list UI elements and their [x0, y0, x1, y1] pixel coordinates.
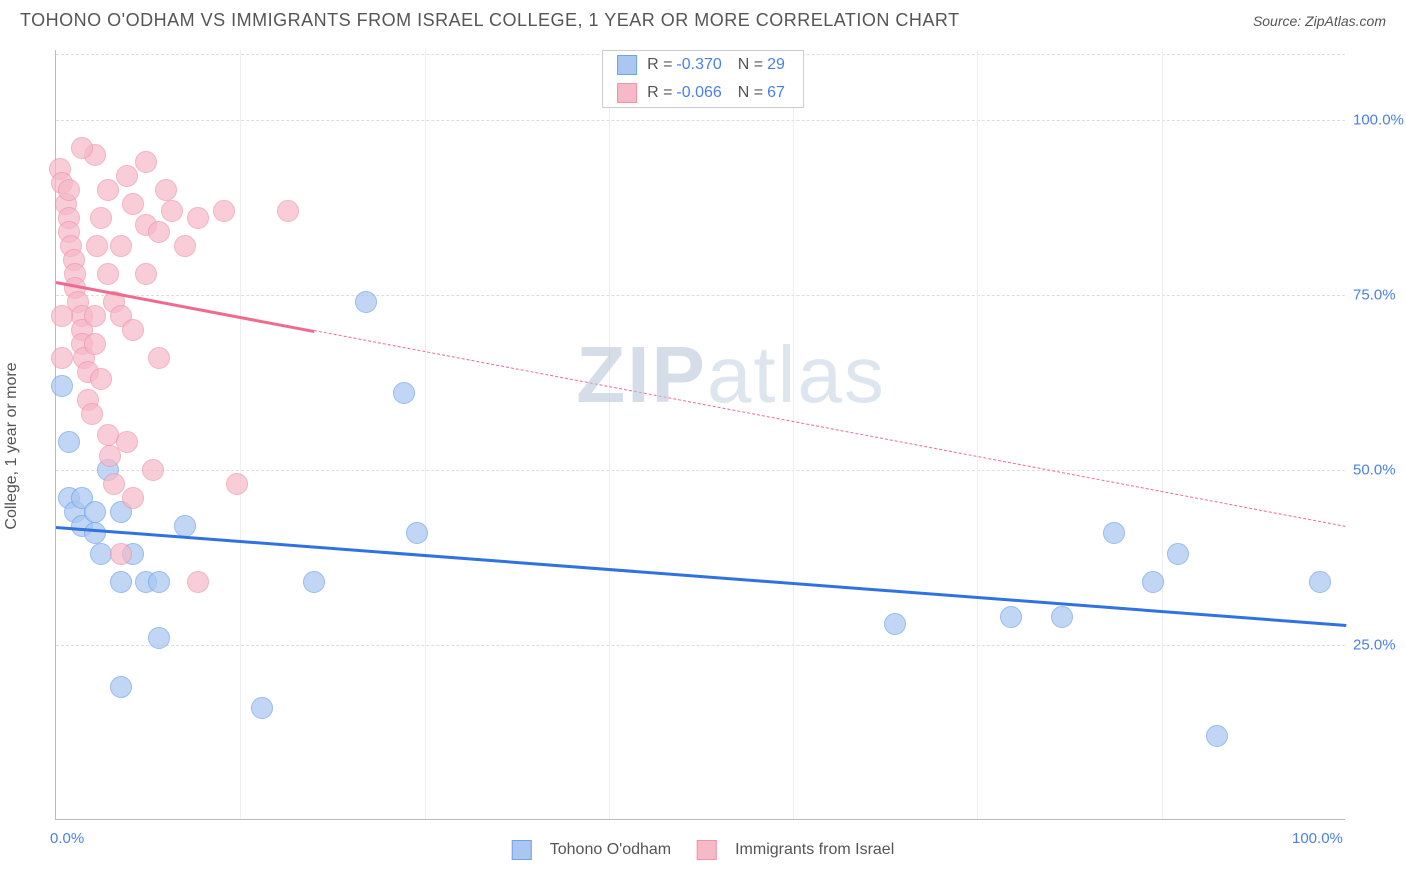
header: TOHONO O'ODHAM VS IMMIGRANTS FROM ISRAEL… [0, 0, 1406, 31]
scatter-point [161, 200, 183, 222]
chart-plot-area: 25.0%50.0%75.0%100.0%0.0%100.0% [55, 50, 1345, 820]
scatter-point [51, 347, 73, 369]
scatter-point [90, 207, 112, 229]
chart-title: TOHONO O'ODHAM VS IMMIGRANTS FROM ISRAEL… [20, 10, 960, 31]
scatter-point [116, 165, 138, 187]
scatter-point [84, 522, 106, 544]
legend-item: Immigrants from Israel [697, 840, 894, 860]
scatter-point [406, 522, 428, 544]
gridline-horizontal [56, 120, 1345, 121]
scatter-point [110, 235, 132, 257]
legend-item: Tohono O'odham [512, 840, 671, 860]
scatter-point [97, 263, 119, 285]
scatter-point [226, 473, 248, 495]
scatter-point [355, 291, 377, 313]
legend-swatch [512, 840, 532, 860]
x-tick-label: 0.0% [50, 830, 84, 847]
scatter-point [213, 200, 235, 222]
gridline-horizontal [56, 470, 1345, 471]
scatter-point [110, 676, 132, 698]
legend-series-label: Tohono O'odham [550, 841, 671, 859]
scatter-point [277, 200, 299, 222]
scatter-point [135, 151, 157, 173]
scatter-point [110, 571, 132, 593]
y-tick-label: 75.0% [1353, 287, 1403, 304]
scatter-point [122, 487, 144, 509]
scatter-point [142, 459, 164, 481]
scatter-point [122, 319, 144, 341]
legend-series-label: Immigrants from Israel [735, 841, 894, 859]
y-tick-label: 25.0% [1353, 637, 1403, 654]
scatter-point [116, 431, 138, 453]
gridline-horizontal [56, 295, 1345, 296]
scatter-point [1309, 571, 1331, 593]
source-text: Source: ZipAtlas.com [1253, 13, 1386, 29]
scatter-point [1167, 543, 1189, 565]
scatter-point [135, 263, 157, 285]
scatter-point [103, 473, 125, 495]
scatter-point [148, 627, 170, 649]
y-axis-label: College, 1 year or more [3, 362, 21, 529]
gridline-vertical [425, 50, 426, 819]
trend-line [314, 330, 1346, 527]
legend-n-label: N = [738, 56, 763, 74]
legend-r-label: R = [647, 56, 672, 74]
scatter-point [1142, 571, 1164, 593]
gridline-vertical [609, 50, 610, 819]
legend-correlation: R =-0.370 N =29 R =-0.066 N =67 [602, 50, 804, 108]
scatter-point [84, 501, 106, 523]
scatter-point [303, 571, 325, 593]
legend-swatch [617, 83, 637, 103]
scatter-point [187, 207, 209, 229]
scatter-point [58, 431, 80, 453]
x-tick-label: 100.0% [1292, 830, 1343, 847]
scatter-point [110, 543, 132, 565]
scatter-point [1206, 725, 1228, 747]
gridline-vertical [977, 50, 978, 819]
legend-row: R =-0.066 N =67 [603, 79, 803, 107]
scatter-point [884, 613, 906, 635]
scatter-point [84, 305, 106, 327]
scatter-point [393, 382, 415, 404]
legend-swatch [617, 55, 637, 75]
gridline-horizontal [56, 645, 1345, 646]
scatter-point [174, 235, 196, 257]
y-tick-label: 100.0% [1353, 112, 1403, 129]
scatter-point [1103, 522, 1125, 544]
scatter-point [86, 235, 108, 257]
scatter-point [51, 375, 73, 397]
scatter-point [174, 515, 196, 537]
scatter-point [71, 137, 93, 159]
legend-r-value: -0.370 [676, 56, 721, 74]
scatter-point [148, 221, 170, 243]
scatter-point [148, 347, 170, 369]
y-tick-label: 50.0% [1353, 462, 1403, 479]
scatter-point [81, 403, 103, 425]
legend-r-value: -0.066 [676, 84, 721, 102]
legend-row: R =-0.370 N =29 [603, 51, 803, 79]
scatter-point [84, 333, 106, 355]
scatter-point [58, 179, 80, 201]
legend-swatch [697, 840, 717, 860]
gridline-vertical [240, 50, 241, 819]
scatter-point [155, 179, 177, 201]
legend-n-label: N = [738, 84, 763, 102]
legend-r-label: R = [647, 84, 672, 102]
legend-series: Tohono O'odham Immigrants from Israel [512, 840, 895, 860]
scatter-point [51, 305, 73, 327]
gridline-vertical [1162, 50, 1163, 819]
scatter-point [1000, 606, 1022, 628]
scatter-point [97, 179, 119, 201]
legend-n-value: 29 [767, 56, 785, 74]
scatter-point [251, 697, 273, 719]
scatter-point [1051, 606, 1073, 628]
scatter-point [187, 571, 209, 593]
legend-n-value: 67 [767, 84, 785, 102]
scatter-point [122, 193, 144, 215]
scatter-point [90, 368, 112, 390]
gridline-vertical [793, 50, 794, 819]
scatter-point [148, 571, 170, 593]
